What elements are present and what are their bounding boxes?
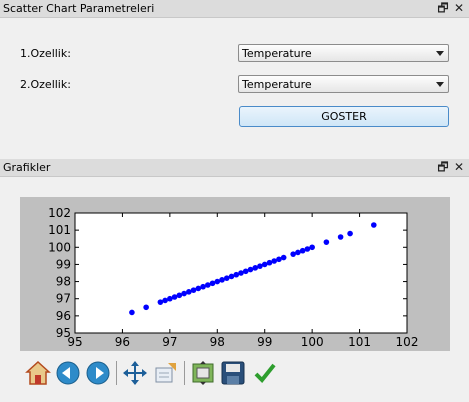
scatter-point: [214, 278, 221, 285]
scatter-point: [238, 270, 244, 276]
scatter-point: [276, 256, 282, 263]
scatter-point: [157, 299, 164, 305]
scatter-point: [242, 268, 249, 275]
scatter-point: [257, 263, 263, 269]
scatter-point: [219, 277, 225, 283]
y-tick-label: 95: [56, 326, 71, 340]
scatter-point: [261, 261, 268, 268]
x-tick-label: 97: [162, 335, 177, 349]
scatter-point: [200, 283, 206, 290]
scatter-point: [309, 244, 315, 251]
y-tick-label: 102: [48, 206, 71, 220]
scatter-point: [228, 273, 235, 280]
x-tick-label: 100: [301, 335, 324, 349]
x-tick-label: 98: [210, 335, 225, 349]
float-icon[interactable]: 🗗: [437, 1, 449, 15]
feature1-label: 1.Ozellik:: [20, 47, 71, 60]
feature2-select-value: Temperature: [242, 78, 312, 91]
scatter-point: [171, 294, 178, 300]
scatter-point: [186, 289, 192, 295]
float-icon[interactable]: 🗗: [437, 160, 449, 174]
x-tick-label: 101: [348, 335, 371, 349]
scatter-point: [162, 297, 168, 304]
feature2-select[interactable]: Temperature: [238, 75, 449, 93]
scatter-point: [304, 246, 311, 252]
x-tick-label: 95: [67, 335, 82, 349]
chevron-down-icon: [436, 51, 444, 56]
close-icon[interactable]: ✕: [453, 1, 465, 15]
scatter-point: [290, 251, 296, 257]
scatter-point: [295, 249, 301, 256]
params-dock-title: Scatter Chart Parametreleri: [3, 2, 155, 15]
y-tick-label: 96: [56, 309, 71, 323]
scatter-point: [266, 259, 273, 266]
scatter-point: [280, 254, 287, 261]
forward-icon[interactable]: [84, 359, 112, 387]
scatter-point: [209, 280, 216, 287]
feature1-select[interactable]: Temperature: [238, 44, 449, 62]
scatter-point: [337, 234, 344, 240]
scatter-point: [271, 258, 277, 264]
scatter-point: [205, 282, 211, 288]
y-tick-label: 97: [56, 292, 71, 306]
scatter-point: [143, 304, 149, 311]
scatter-point: [167, 295, 173, 302]
scatter-point: [233, 271, 240, 278]
check-icon[interactable]: [251, 359, 279, 387]
home-icon[interactable]: [24, 359, 52, 387]
back-icon[interactable]: [54, 359, 82, 387]
params-dock-titlebar: Scatter Chart Parametreleri 🗗 ✕: [0, 0, 469, 18]
y-tick-label: 101: [48, 223, 71, 237]
toolbar-separator: [184, 361, 185, 385]
zoom-icon[interactable]: [151, 359, 179, 387]
x-tick-label: 99: [257, 335, 272, 349]
close-icon[interactable]: ✕: [453, 160, 465, 174]
feature1-select-value: Temperature: [242, 47, 312, 60]
scatter-point: [195, 285, 202, 292]
scatter-point: [129, 309, 135, 316]
save-icon[interactable]: [219, 359, 247, 387]
charts-dock-titlebar: Grafikler 🗗 ✕: [0, 159, 469, 177]
scatter-point: [223, 275, 230, 281]
x-tick-label: 96: [115, 335, 130, 349]
y-tick-label: 99: [56, 257, 71, 271]
subplots-icon[interactable]: [189, 359, 217, 387]
y-tick-label: 100: [48, 240, 71, 254]
scatter-point: [181, 290, 187, 297]
toolbar-separator: [116, 361, 117, 385]
charts-dock-title: Grafikler: [3, 161, 51, 174]
scatter-point: [252, 265, 259, 271]
y-tick-label: 98: [56, 275, 71, 289]
scatter-chart: 95 96 97 98 99 100 101 102 95 96 97 98 99 100 101 102: [48, 206, 419, 349]
chevron-down-icon: [436, 82, 444, 87]
feature2-label: 2.Ozellik:: [20, 78, 71, 91]
navigation-toolbar: [20, 353, 450, 393]
scatter-point: [176, 292, 183, 299]
x-tick-label: 102: [396, 335, 419, 349]
scatter-point: [247, 266, 254, 273]
pan-icon[interactable]: [121, 359, 149, 387]
scatter-point: [190, 287, 197, 293]
scatter-point: [323, 239, 330, 245]
goster-button[interactable]: GOSTER: [239, 106, 449, 127]
scatter-point: [371, 222, 377, 228]
chart-canvas: 95 96 97 98 99 100 101 102 95 96 97 98 99 100 101 102: [20, 197, 450, 351]
scatter-point: [347, 230, 353, 237]
scatter-point: [299, 247, 306, 254]
